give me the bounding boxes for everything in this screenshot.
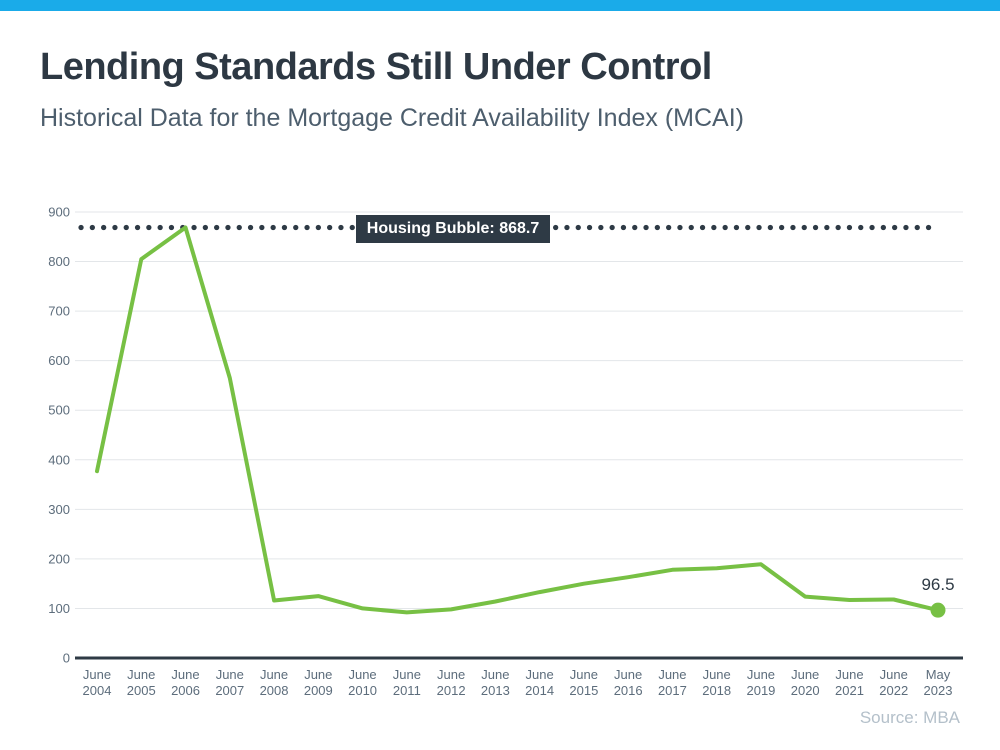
x-tick-label: June 2016 — [614, 667, 643, 698]
mcai-series-line — [95, 225, 940, 615]
x-tick-label: June 2009 — [304, 667, 333, 698]
x-tick-label: May 2023 — [924, 667, 953, 698]
y-tick-label: 200 — [48, 551, 70, 566]
x-tick-label: June 2017 — [658, 667, 687, 698]
latest-value-label: 96.5 — [921, 575, 955, 594]
x-tick-label: June 2014 — [525, 667, 554, 698]
x-tick-label: June 2004 — [83, 667, 112, 698]
x-tick-label: June 2019 — [746, 667, 775, 698]
y-tick-label: 400 — [48, 452, 70, 467]
page-subtitle: Historical Data for the Mortgage Credit … — [40, 104, 744, 132]
x-tick-label: June 2012 — [437, 667, 466, 698]
x-tick-label: June 2015 — [569, 667, 598, 698]
x-tick-label: June 2013 — [481, 667, 510, 698]
x-tick-label: June 2010 — [348, 667, 377, 698]
x-tick-label: June 2020 — [791, 667, 820, 698]
x-tick-label: June 2006 — [171, 667, 200, 698]
latest-value-marker — [930, 602, 946, 618]
x-tick-label: June 2021 — [835, 667, 864, 698]
y-tick-label: 300 — [48, 502, 70, 517]
top-accent-bar — [0, 0, 1000, 11]
x-tick-label: June 2011 — [393, 667, 421, 698]
y-tick-label: 800 — [48, 254, 70, 269]
y-tick-label: 600 — [48, 353, 70, 368]
x-tick-label: June 2008 — [260, 667, 289, 698]
y-tick-label: 500 — [48, 403, 70, 418]
source-attribution: Source: MBA — [859, 708, 960, 727]
x-tick-label: June 2018 — [702, 667, 731, 698]
page-title: Lending Standards Still Under Control — [40, 46, 712, 88]
y-tick-label: 100 — [48, 601, 70, 616]
y-tick-label: 0 — [63, 651, 70, 666]
y-tick-label: 700 — [48, 304, 70, 319]
y-tick-label: 900 — [48, 205, 70, 220]
x-tick-label: June 2022 — [879, 667, 908, 698]
housing-bubble-annotation: Housing Bubble: 868.7 — [356, 215, 550, 243]
x-tick-label: June 2005 — [127, 667, 156, 698]
x-tick-label: June 2007 — [215, 667, 244, 698]
